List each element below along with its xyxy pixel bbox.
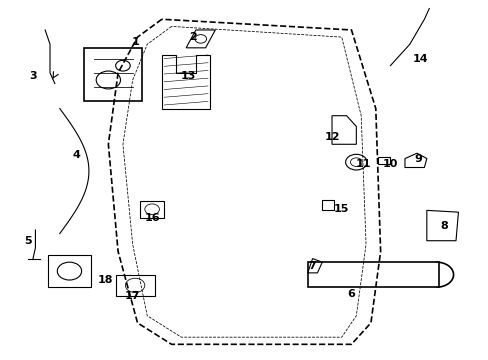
Text: 3: 3: [29, 71, 37, 81]
Text: 15: 15: [333, 203, 349, 213]
Text: 9: 9: [414, 154, 422, 163]
Text: 10: 10: [382, 159, 397, 169]
Text: 12: 12: [324, 132, 339, 142]
Text: 4: 4: [73, 150, 81, 160]
Text: 2: 2: [189, 32, 197, 42]
Text: 1: 1: [131, 37, 139, 48]
Text: 18: 18: [98, 275, 113, 285]
Text: 6: 6: [347, 289, 355, 299]
Text: 7: 7: [308, 261, 316, 271]
Text: 16: 16: [144, 212, 160, 222]
Text: 17: 17: [124, 291, 140, 301]
Text: 13: 13: [181, 71, 196, 81]
Text: 5: 5: [24, 236, 32, 246]
Text: 8: 8: [439, 221, 447, 231]
Text: 11: 11: [355, 159, 370, 169]
Text: 14: 14: [412, 54, 427, 64]
